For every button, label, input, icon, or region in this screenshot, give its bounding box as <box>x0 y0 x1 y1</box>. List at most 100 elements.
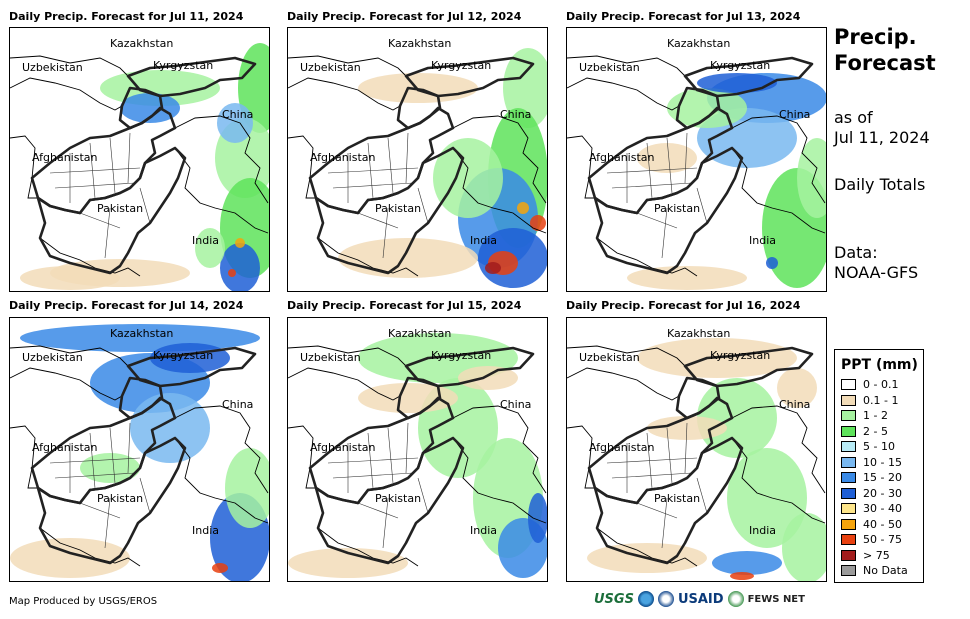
border-line <box>731 147 826 234</box>
border-line <box>452 437 547 524</box>
province-line <box>382 497 389 549</box>
legend-swatch <box>841 534 856 546</box>
legend-swatch <box>841 456 856 468</box>
precip-cell <box>228 269 236 277</box>
panel-title-6: Daily Precip. Forecast for Jul 16, 2024 <box>566 299 801 312</box>
province-line <box>666 137 673 194</box>
place-label-uzbekistan: Uzbekistan <box>300 61 361 74</box>
precip-cell <box>195 228 225 268</box>
border-line <box>174 115 269 204</box>
data-source-name: NOAA-GFS <box>834 263 919 282</box>
legend-item: 0 - 0.1 <box>841 377 923 393</box>
province-line <box>104 207 111 259</box>
precip-cell <box>20 266 120 290</box>
province-line <box>49 457 141 464</box>
province-line <box>109 137 116 194</box>
place-label-china: China <box>500 108 531 121</box>
place-label-kyrgyzstan: Kyrgyzstan <box>153 59 213 72</box>
state-seal-logo <box>657 591 674 607</box>
country-outline <box>593 146 744 275</box>
map-panel-3: Kazakhstan Uzbekistan Kyrgyzstan China Afgha… <box>566 27 827 292</box>
precip-cell <box>727 448 807 548</box>
border-line <box>288 77 401 111</box>
precip-map: Kazakhstan Uzbekistan Kyrgyzstan China Afgha… <box>288 327 547 578</box>
data-source: Data: NOAA-GFS <box>834 243 918 283</box>
border-line <box>452 147 547 234</box>
province-line <box>696 477 708 514</box>
place-label-india: India <box>192 234 219 247</box>
place-label-pakistan: Pakistan <box>97 202 143 215</box>
fews-net-logo: FEWS NET <box>747 593 805 605</box>
country-outline <box>36 146 187 275</box>
legend-item: 30 - 40 <box>841 501 923 517</box>
daily-totals: Daily Totals <box>834 175 926 194</box>
fews-globe-icon <box>727 591 744 607</box>
place-label-kyrgyzstan: Kyrgyzstan <box>153 349 213 362</box>
legend-label: 50 - 75 <box>863 533 902 547</box>
legend-swatch <box>841 503 856 515</box>
country-outline <box>314 146 465 275</box>
province-lines <box>327 422 429 549</box>
border-line <box>567 345 686 367</box>
precip-cell <box>637 143 697 173</box>
panel-title-3: Daily Precip. Forecast for Jul 13, 2024 <box>566 10 801 23</box>
border-line <box>584 177 595 199</box>
province-line <box>139 477 151 514</box>
precip-map: Kazakhstan Uzbekistan Kyrgyzstan China Afgha… <box>288 37 547 288</box>
country-outline <box>314 436 465 565</box>
province-line <box>49 167 141 174</box>
country-outline <box>118 86 164 130</box>
place-label-kazakhstan: Kazakhstan <box>667 37 730 50</box>
legend-swatch <box>841 425 856 437</box>
precip-field <box>288 333 547 578</box>
place-label-kyrgyzstan: Kyrgyzstan <box>431 59 491 72</box>
province-line <box>661 497 668 549</box>
precip-field <box>587 338 826 581</box>
precip-cell <box>528 493 547 543</box>
place-label-uzbekistan: Uzbekistan <box>579 351 640 364</box>
province-line <box>54 182 136 189</box>
map-panel-6: Kazakhstan Uzbekistan Kyrgyzstan China Afgha… <box>566 317 827 582</box>
legend-label: 30 - 40 <box>863 502 902 516</box>
country-outline <box>675 376 721 420</box>
as-of: as of Jul 11, 2024 <box>834 108 930 148</box>
legend-swatch <box>841 410 856 422</box>
border-line <box>567 367 680 401</box>
precip-cell <box>766 257 778 269</box>
province-line <box>327 457 419 464</box>
border-line <box>10 55 129 77</box>
place-label-kazakhstan: Kazakhstan <box>667 327 730 340</box>
border-line <box>10 367 123 401</box>
place-label-uzbekistan: Uzbekistan <box>22 61 83 74</box>
place-label-afghanistan: Afghanistan <box>310 441 376 454</box>
place-label-afghanistan: Afghanistan <box>589 151 655 164</box>
precip-cell <box>288 548 408 578</box>
place-label-kazakhstan: Kazakhstan <box>388 37 451 50</box>
place-label-china: China <box>222 398 253 411</box>
legend-item: > 75 <box>841 548 923 564</box>
credit-text: Map Produced by USGS/EROS <box>9 596 158 607</box>
precip-field <box>20 43 269 291</box>
legend-label: No Data <box>863 564 908 578</box>
panel-title-2: Daily Precip. Forecast for Jul 12, 2024 <box>287 10 522 23</box>
province-line <box>139 187 151 224</box>
province-line <box>332 472 414 479</box>
side-title-line2: Forecast <box>834 51 936 75</box>
legend-label: 40 - 50 <box>863 517 902 531</box>
focus-borders <box>30 56 257 275</box>
legend-item: 10 - 15 <box>841 455 923 471</box>
province-line <box>611 182 693 189</box>
side-title: Precip. Forecast <box>834 24 936 76</box>
precip-cell <box>667 88 747 128</box>
province-line <box>684 422 688 474</box>
country-outline <box>36 436 187 565</box>
precip-cell <box>358 383 458 413</box>
place-label-kazakhstan: Kazakhstan <box>388 327 451 340</box>
border-line <box>174 405 269 494</box>
place-label-uzbekistan: Uzbekistan <box>300 351 361 364</box>
focus-borders <box>308 56 535 275</box>
precip-cell <box>777 368 817 408</box>
legend-swatch <box>841 441 856 453</box>
map-panel-1: Kazakhstan Uzbekistan Kyrgyzstan China Afgha… <box>9 27 270 292</box>
legend-swatch <box>841 379 856 391</box>
